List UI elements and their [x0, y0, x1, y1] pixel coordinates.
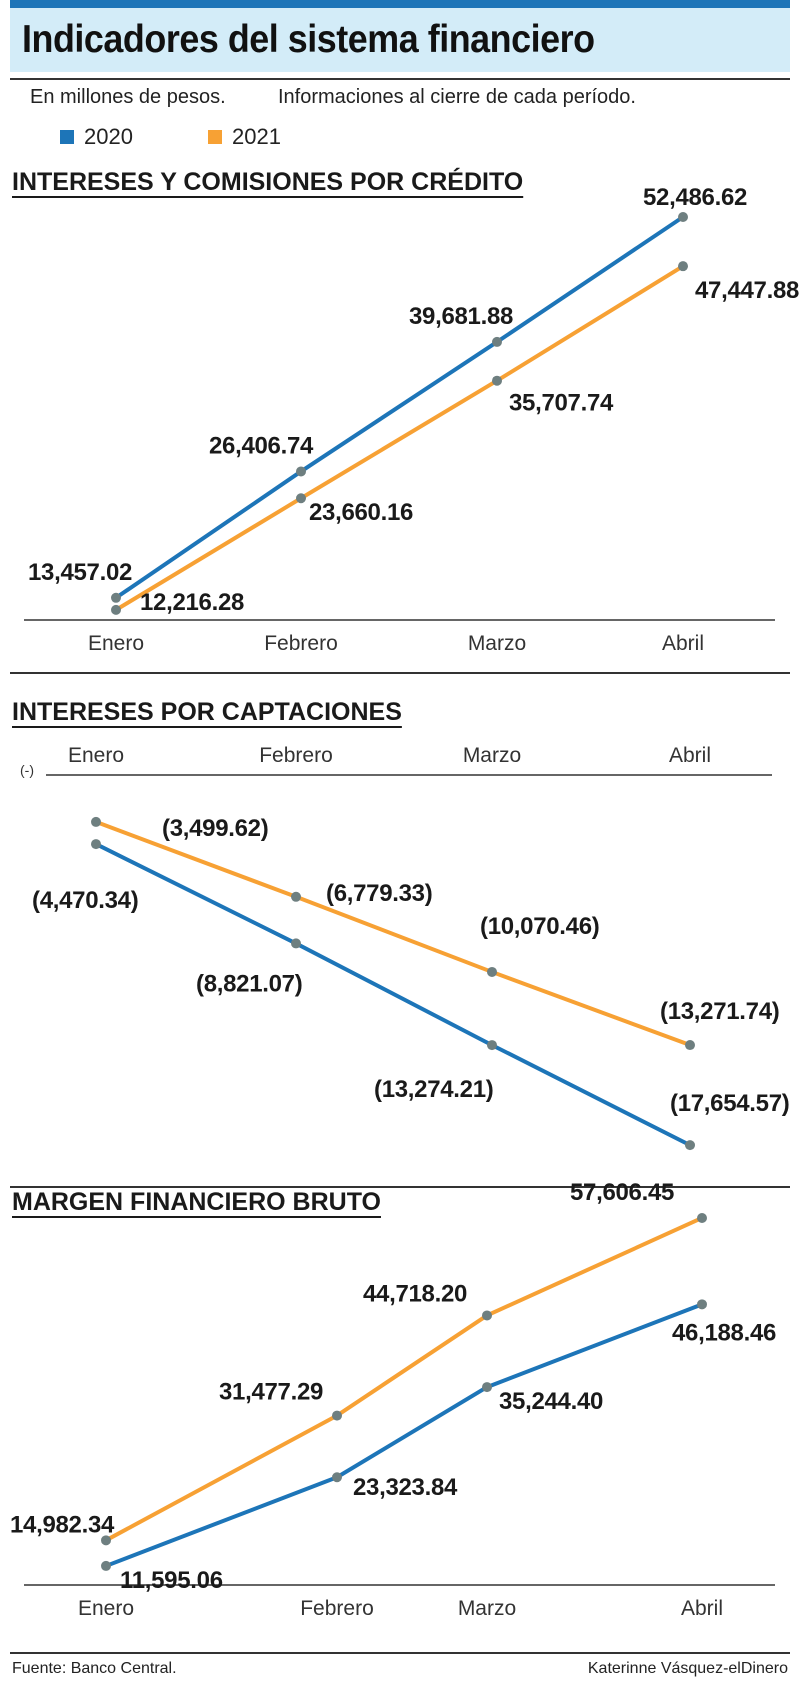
data-point-2020 — [296, 466, 306, 477]
chart-title: INTERESES POR CAPTACIONES — [12, 698, 402, 726]
data-point-2020 — [487, 1040, 497, 1051]
chart-title: INTERESES Y COMISIONES POR CRÉDITO — [12, 167, 523, 196]
series-line-2020 — [104, 1302, 704, 1568]
x-tick-label: Febrero — [300, 1597, 374, 1620]
series-line-2021 — [94, 819, 692, 1048]
data-label-2020: 52,486.62 — [643, 184, 747, 211]
footer-divider — [10, 1652, 790, 1654]
x-tick-label: Enero — [78, 1597, 134, 1620]
top-accent-bar — [10, 0, 790, 8]
data-label-2020: (4,470.34) — [32, 887, 138, 914]
legend-item-2021: 2021 — [208, 124, 281, 150]
data-point-2020 — [111, 592, 121, 603]
data-label-2020: (17,654.57) — [670, 1090, 789, 1117]
data-point-2020 — [291, 938, 301, 949]
section-divider-2 — [10, 1186, 790, 1188]
series-line-2021 — [114, 264, 685, 612]
x-tick-label: Abril — [669, 744, 711, 767]
data-point-2020 — [492, 336, 502, 347]
data-point-2021 — [685, 1040, 695, 1051]
data-label-2021: 57,606.45 — [570, 1179, 674, 1206]
period-note: Informaciones al cierre de cada período. — [278, 86, 636, 108]
data-point-2020 — [332, 1472, 342, 1483]
data-label-2021: 31,477.29 — [219, 1379, 323, 1406]
x-tick-label: Marzo — [468, 632, 526, 655]
data-label-2021: 23,660.16 — [309, 499, 413, 526]
section-divider-1 — [10, 672, 790, 674]
data-point-2021 — [296, 493, 306, 504]
data-label-2020: 26,406.74 — [209, 432, 314, 459]
data-point-2021 — [291, 891, 301, 902]
data-label-2021: 14,982.34 — [10, 1511, 115, 1538]
data-point-2020 — [678, 212, 688, 223]
title-banner: Indicadores del sistema financiero — [10, 8, 790, 72]
data-label-2020: 35,244.40 — [499, 1388, 603, 1415]
x-tick-label: Abril — [681, 1597, 723, 1620]
data-point-2021 — [101, 1535, 111, 1546]
legend-swatch-2020 — [60, 130, 74, 144]
source-note: Fuente: Banco Central. — [12, 1660, 177, 1677]
data-label-2020: 11,595.06 — [120, 1567, 223, 1594]
data-label-2021: 35,707.74 — [509, 390, 614, 417]
data-label-2021: 47,447.88 — [695, 277, 799, 304]
series-line-2020 — [94, 842, 692, 1148]
data-label-2021: 12,216.28 — [140, 589, 244, 616]
data-point-2021 — [91, 816, 101, 827]
chart-intereses-captaciones: INTERESES POR CAPTACIONES (-) Enero Febrero… — [12, 698, 790, 1151]
x-tick-label: Enero — [88, 632, 144, 655]
x-tick-label: Febrero — [259, 744, 333, 767]
data-point-2021 — [482, 1310, 492, 1321]
data-label-2021: (3,499.62) — [162, 815, 268, 842]
axis-note: (-) — [20, 762, 34, 778]
legend-item-2020: 2020 — [60, 124, 133, 150]
data-point-2020 — [101, 1560, 111, 1571]
x-tick-label: Enero — [68, 744, 124, 767]
legend-label-2021: 2021 — [232, 124, 281, 149]
data-point-2020 — [482, 1382, 492, 1393]
page-title: Indicadores del sistema financiero — [22, 18, 595, 61]
series-line-2020 — [114, 215, 685, 600]
data-label-2020: 46,188.46 — [672, 1319, 776, 1346]
data-point-2020 — [91, 839, 101, 850]
chart-title: MARGEN FINANCIERO BRUTO — [12, 1188, 381, 1216]
data-point-2021 — [678, 261, 688, 272]
data-point-2020 — [697, 1299, 707, 1310]
header-divider — [10, 78, 790, 80]
x-tick-label: Febrero — [264, 632, 338, 655]
units-note: En millones de pesos. — [30, 86, 226, 108]
data-point-2021 — [492, 375, 502, 386]
data-point-2021 — [111, 604, 121, 615]
data-label-2020: (8,821.07) — [196, 970, 302, 997]
x-tick-label: Marzo — [463, 744, 521, 767]
data-label-2020: 13,457.02 — [28, 559, 132, 586]
data-label-2021: (13,271.74) — [660, 998, 779, 1025]
data-point-2020 — [685, 1140, 695, 1151]
data-label-2020: 23,323.84 — [353, 1474, 458, 1501]
chart-margen-financiero: MARGEN FINANCIERO BRUTO Enero Febrero Marzo… — [10, 1179, 776, 1620]
legend-label-2020: 2020 — [84, 124, 133, 149]
data-label-2021: 44,718.20 — [363, 1280, 467, 1307]
series-line-2021 — [104, 1215, 704, 1543]
data-label-2020: (13,274.21) — [374, 1076, 493, 1103]
credit-note: Katerinne Vásquez-elDinero — [587, 1660, 788, 1677]
data-label-2021: (6,779.33) — [326, 880, 432, 907]
data-label-2020: 39,681.88 — [409, 303, 513, 330]
data-point-2021 — [332, 1410, 342, 1421]
legend-swatch-2021 — [208, 130, 222, 144]
chart-intereses-comisiones: INTERESES Y COMISIONES POR CRÉDITO Enero F… — [12, 167, 799, 655]
x-tick-label: Marzo — [458, 1597, 516, 1620]
data-label-2021: (10,070.46) — [480, 913, 599, 940]
data-point-2021 — [697, 1212, 707, 1223]
data-point-2021 — [487, 966, 497, 977]
x-tick-label: Abril — [662, 632, 704, 655]
